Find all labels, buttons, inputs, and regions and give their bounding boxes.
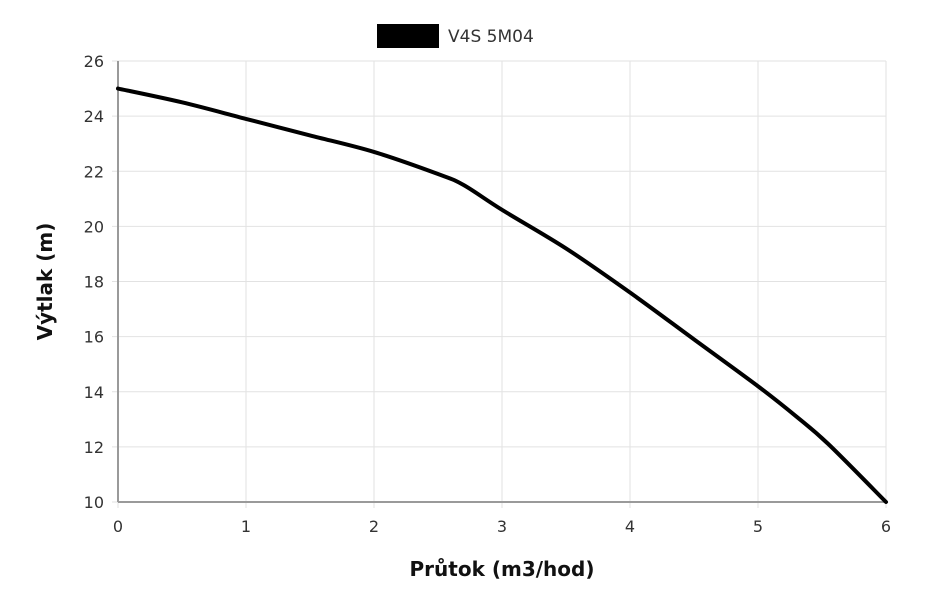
x-axis-title: Průtok (m3/hod) [410, 557, 595, 581]
x-tick-label: 3 [497, 517, 507, 536]
y-tick-label: 24 [84, 107, 104, 126]
y-axis-title: Výtlak (m) [33, 223, 57, 341]
y-tick-label: 16 [84, 328, 104, 347]
y-tick-label: 20 [84, 217, 104, 236]
x-tick-label: 4 [625, 517, 635, 536]
y-tick-label: 26 [84, 52, 104, 71]
y-tick-label: 10 [84, 493, 104, 512]
series-line [116, 86, 888, 504]
y-tick-label: 14 [84, 383, 104, 402]
y-tick-label: 12 [84, 438, 104, 457]
legend-label: V4S 5M04 [448, 27, 534, 47]
x-tick-label: 6 [881, 517, 891, 536]
x-tick-label: 5 [753, 517, 763, 536]
axes [117, 61, 886, 503]
grid [112, 60, 887, 508]
x-tick-label: 2 [369, 517, 379, 536]
y-tick-label: 22 [84, 162, 104, 181]
legend: V4S 5M04 [377, 24, 534, 48]
y-tick-label: 18 [84, 273, 104, 292]
x-tick-label: 0 [113, 517, 123, 536]
series [116, 86, 888, 504]
x-tick-label: 1 [241, 517, 251, 536]
legend-swatch [377, 24, 439, 48]
